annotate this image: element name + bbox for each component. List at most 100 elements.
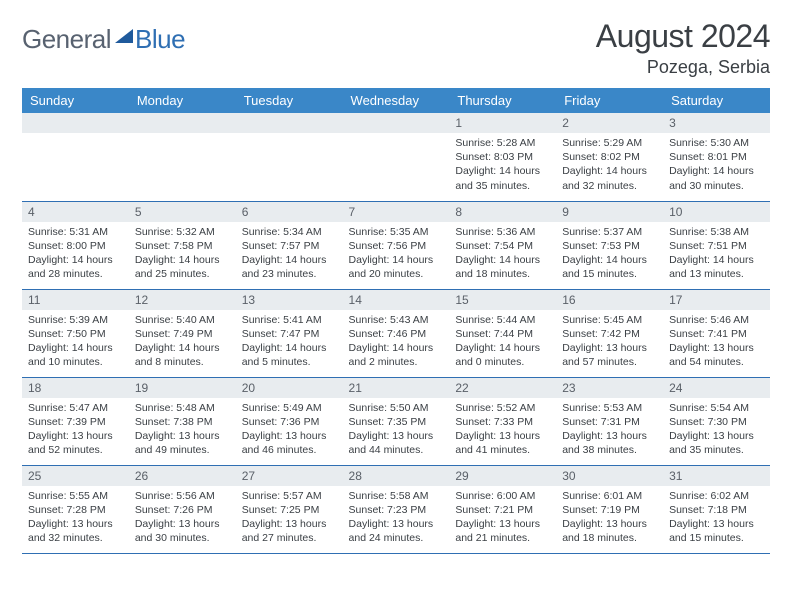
day-number: 27 <box>236 466 343 486</box>
daylight-line: Daylight: 13 hours and 30 minutes. <box>135 517 230 545</box>
daylight-line: Daylight: 14 hours and 20 minutes. <box>349 253 444 281</box>
sunrise-line: Sunrise: 5:40 AM <box>135 313 230 327</box>
daylight-line: Daylight: 13 hours and 44 minutes. <box>349 429 444 457</box>
sunrise-line: Sunrise: 5:43 AM <box>349 313 444 327</box>
sunrise-line: Sunrise: 5:47 AM <box>28 401 123 415</box>
calendar-row: 1Sunrise: 5:28 AMSunset: 8:03 PMDaylight… <box>22 113 770 201</box>
sunset-line: Sunset: 7:33 PM <box>455 415 550 429</box>
sunrise-line: Sunrise: 5:37 AM <box>562 225 657 239</box>
daylight-line: Daylight: 13 hours and 41 minutes. <box>455 429 550 457</box>
sunset-line: Sunset: 8:02 PM <box>562 150 657 164</box>
day-body <box>129 133 236 142</box>
day-number: 15 <box>449 290 556 310</box>
day-body: Sunrise: 5:56 AMSunset: 7:26 PMDaylight:… <box>129 486 236 552</box>
sunrise-line: Sunrise: 5:38 AM <box>669 225 764 239</box>
sunset-line: Sunset: 7:44 PM <box>455 327 550 341</box>
calendar-row: 4Sunrise: 5:31 AMSunset: 8:00 PMDaylight… <box>22 201 770 289</box>
daylight-line: Daylight: 13 hours and 49 minutes. <box>135 429 230 457</box>
sunset-line: Sunset: 7:57 PM <box>242 239 337 253</box>
dow-sunday: Sunday <box>22 88 129 113</box>
daylight-line: Daylight: 13 hours and 18 minutes. <box>562 517 657 545</box>
day-cell: 13Sunrise: 5:41 AMSunset: 7:47 PMDayligh… <box>236 289 343 377</box>
header: General Blue August 2024 Pozega, Serbia <box>22 18 770 78</box>
daylight-line: Daylight: 13 hours and 27 minutes. <box>242 517 337 545</box>
daylight-line: Daylight: 14 hours and 13 minutes. <box>669 253 764 281</box>
sunset-line: Sunset: 7:21 PM <box>455 503 550 517</box>
day-number: 10 <box>663 202 770 222</box>
day-body: Sunrise: 6:01 AMSunset: 7:19 PMDaylight:… <box>556 486 663 552</box>
sunset-line: Sunset: 7:53 PM <box>562 239 657 253</box>
day-body: Sunrise: 6:00 AMSunset: 7:21 PMDaylight:… <box>449 486 556 552</box>
day-body: Sunrise: 5:30 AMSunset: 8:01 PMDaylight:… <box>663 133 770 199</box>
daylight-line: Daylight: 13 hours and 46 minutes. <box>242 429 337 457</box>
sunset-line: Sunset: 7:58 PM <box>135 239 230 253</box>
sunrise-line: Sunrise: 5:48 AM <box>135 401 230 415</box>
day-body: Sunrise: 5:38 AMSunset: 7:51 PMDaylight:… <box>663 222 770 288</box>
logo: General Blue <box>22 24 185 55</box>
day-cell: 30Sunrise: 6:01 AMSunset: 7:19 PMDayligh… <box>556 465 663 553</box>
day-cell <box>22 113 129 201</box>
day-body: Sunrise: 5:37 AMSunset: 7:53 PMDaylight:… <box>556 222 663 288</box>
day-body: Sunrise: 5:58 AMSunset: 7:23 PMDaylight:… <box>343 486 450 552</box>
day-cell: 5Sunrise: 5:32 AMSunset: 7:58 PMDaylight… <box>129 201 236 289</box>
sunset-line: Sunset: 7:38 PM <box>135 415 230 429</box>
day-body: Sunrise: 5:36 AMSunset: 7:54 PMDaylight:… <box>449 222 556 288</box>
day-number: 5 <box>129 202 236 222</box>
daylight-line: Daylight: 13 hours and 54 minutes. <box>669 341 764 369</box>
calendar-table: Sunday Monday Tuesday Wednesday Thursday… <box>22 88 770 554</box>
day-number: 7 <box>343 202 450 222</box>
sunrise-line: Sunrise: 6:02 AM <box>669 489 764 503</box>
sunset-line: Sunset: 7:28 PM <box>28 503 123 517</box>
daylight-line: Daylight: 13 hours and 21 minutes. <box>455 517 550 545</box>
day-body: Sunrise: 5:45 AMSunset: 7:42 PMDaylight:… <box>556 310 663 376</box>
day-cell <box>129 113 236 201</box>
day-number: 19 <box>129 378 236 398</box>
day-cell: 19 Sunrise: 5:48 AMSunset: 7:38 PMDayligh… <box>129 377 236 465</box>
day-body: Sunrise: 5:35 AMSunset: 7:56 PMDaylight:… <box>343 222 450 288</box>
day-number: 28 <box>343 466 450 486</box>
calendar-page: General Blue August 2024 Pozega, Serbia … <box>0 0 792 572</box>
daylight-line: Daylight: 14 hours and 18 minutes. <box>455 253 550 281</box>
sunset-line: Sunset: 7:49 PM <box>135 327 230 341</box>
sunrise-line: Sunrise: 5:35 AM <box>349 225 444 239</box>
day-body: Sunrise: 5:28 AMSunset: 8:03 PMDaylight:… <box>449 133 556 199</box>
daylight-line: Daylight: 14 hours and 0 minutes. <box>455 341 550 369</box>
daylight-line: Daylight: 14 hours and 5 minutes. <box>242 341 337 369</box>
daylight-line: Daylight: 14 hours and 15 minutes. <box>562 253 657 281</box>
day-cell: 2Sunrise: 5:29 AMSunset: 8:02 PMDaylight… <box>556 113 663 201</box>
day-cell: 15Sunrise: 5:44 AMSunset: 7:44 PMDayligh… <box>449 289 556 377</box>
day-cell: 23Sunrise: 5:53 AMSunset: 7:31 PMDayligh… <box>556 377 663 465</box>
day-number: 29 <box>449 466 556 486</box>
day-number: 24 <box>663 378 770 398</box>
calendar-row: 25Sunrise: 5:55 AMSunset: 7:28 PMDayligh… <box>22 465 770 553</box>
day-body: Sunrise: 6:02 AMSunset: 7:18 PMDaylight:… <box>663 486 770 552</box>
day-number: 30 <box>556 466 663 486</box>
sunset-line: Sunset: 7:51 PM <box>669 239 764 253</box>
day-body: Sunrise: 5:34 AMSunset: 7:57 PMDaylight:… <box>236 222 343 288</box>
daylight-line: Daylight: 14 hours and 30 minutes. <box>669 164 764 192</box>
sunset-line: Sunset: 7:18 PM <box>669 503 764 517</box>
day-number: 14 <box>343 290 450 310</box>
daylight-line: Daylight: 13 hours and 24 minutes. <box>349 517 444 545</box>
day-number: 4 <box>22 202 129 222</box>
day-cell: 11Sunrise: 5:39 AMSunset: 7:50 PMDayligh… <box>22 289 129 377</box>
day-number: 17 <box>663 290 770 310</box>
title-block: August 2024 Pozega, Serbia <box>596 18 770 78</box>
sunrise-line: Sunrise: 5:57 AM <box>242 489 337 503</box>
day-number: 21 <box>343 378 450 398</box>
dow-wednesday: Wednesday <box>343 88 450 113</box>
day-number: 11 <box>22 290 129 310</box>
sunset-line: Sunset: 7:46 PM <box>349 327 444 341</box>
sunrise-line: Sunrise: 5:54 AM <box>669 401 764 415</box>
day-cell: 10Sunrise: 5:38 AMSunset: 7:51 PMDayligh… <box>663 201 770 289</box>
sunrise-line: Sunrise: 5:30 AM <box>669 136 764 150</box>
calendar-row: 18Sunrise: 5:47 AMSunset: 7:39 PMDayligh… <box>22 377 770 465</box>
sunset-line: Sunset: 7:41 PM <box>669 327 764 341</box>
sunrise-line: Sunrise: 5:46 AM <box>669 313 764 327</box>
sunset-line: Sunset: 8:00 PM <box>28 239 123 253</box>
daylight-line: Daylight: 14 hours and 25 minutes. <box>135 253 230 281</box>
sunrise-line: Sunrise: 6:01 AM <box>562 489 657 503</box>
dow-thursday: Thursday <box>449 88 556 113</box>
day-number: 2 <box>556 113 663 133</box>
sunset-line: Sunset: 8:03 PM <box>455 150 550 164</box>
